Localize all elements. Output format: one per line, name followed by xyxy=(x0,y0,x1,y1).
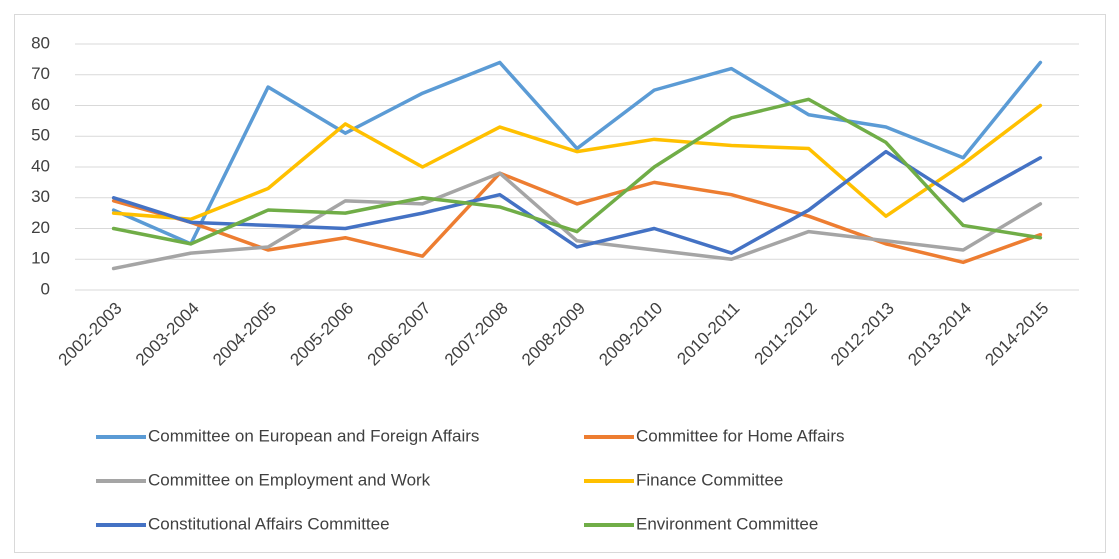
y-tick-label: 70 xyxy=(31,64,50,83)
series-line xyxy=(111,103,1043,222)
y-tick-label: 40 xyxy=(31,156,50,175)
y-tick-label: 10 xyxy=(31,249,50,268)
series-line xyxy=(111,149,1043,255)
y-tick-label: 60 xyxy=(31,95,50,114)
y-tick-label: 80 xyxy=(31,33,50,52)
series-line xyxy=(111,60,1043,246)
series-line xyxy=(111,97,1043,246)
y-tick-label: 20 xyxy=(31,218,50,237)
legend-label: Committee for Home Affairs xyxy=(636,426,844,445)
y-tick-label: 0 xyxy=(41,279,50,298)
legend-label: Environment Committee xyxy=(636,514,818,533)
series-line xyxy=(111,171,1043,265)
legend-label: Committee on European and Foreign Affair… xyxy=(148,426,479,445)
legend-label: Finance Committee xyxy=(636,470,783,489)
legend-label: Constitutional Affairs Committee xyxy=(148,514,390,533)
chart-frame xyxy=(14,14,1106,553)
y-tick-label: 30 xyxy=(31,187,50,206)
series-line xyxy=(111,171,1043,271)
legend-label: Committee on Employment and Work xyxy=(148,470,431,489)
y-tick-label: 50 xyxy=(31,126,50,145)
